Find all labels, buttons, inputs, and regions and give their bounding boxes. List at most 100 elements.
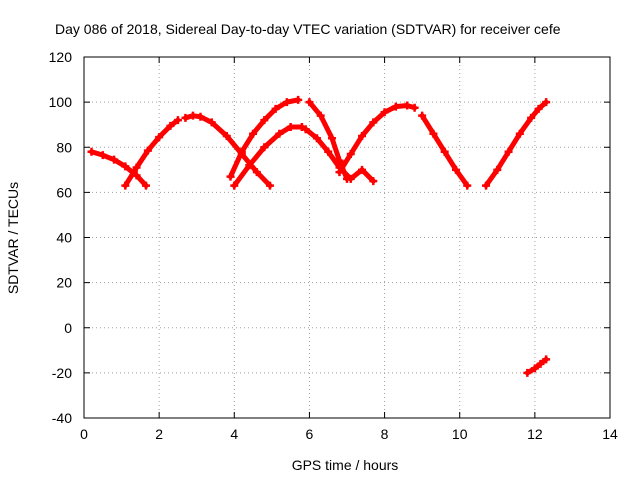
chart-title: Day 086 of 2018, Sidereal Day-to-day VTE… <box>55 21 561 37</box>
data-point <box>542 98 551 107</box>
data-point <box>282 98 291 107</box>
y-tick-label: -40 <box>52 410 72 426</box>
data-point <box>403 101 412 110</box>
data-point <box>132 163 141 172</box>
data-point <box>312 134 321 143</box>
series-line <box>483 99 549 189</box>
data-point <box>530 364 539 373</box>
data-point <box>493 165 502 174</box>
data-point <box>173 116 182 125</box>
data-point <box>98 151 107 160</box>
data-point <box>346 150 355 159</box>
data-point <box>316 111 325 120</box>
data-point <box>222 131 231 140</box>
data-point <box>523 368 532 377</box>
x-tick-label: 6 <box>306 426 314 442</box>
data-point <box>440 147 449 156</box>
series-track-10 <box>482 98 551 190</box>
y-tick-label: 80 <box>56 139 72 155</box>
series-track-5 <box>230 122 306 190</box>
y-axis-label: SDTVAR / TECUs <box>5 182 21 294</box>
y-tick-label: 60 <box>56 184 72 200</box>
data-point <box>260 116 269 125</box>
x-tick-label: 8 <box>381 426 389 442</box>
x-tick-label: 10 <box>452 426 468 442</box>
data-point <box>335 156 344 165</box>
data-point <box>230 181 239 190</box>
data-point <box>155 133 164 142</box>
y-tick-label: 120 <box>49 49 73 65</box>
data-point <box>482 181 491 190</box>
data-point <box>181 113 190 122</box>
x-tick-label: 14 <box>602 426 618 442</box>
data-point <box>196 112 205 121</box>
x-tick-label: 0 <box>80 426 88 442</box>
x-axis-label: GPS time / hours <box>292 457 399 473</box>
data-point <box>358 131 367 140</box>
data-point <box>286 122 295 131</box>
x-tick-label: 4 <box>230 426 238 442</box>
y-tick-label: 100 <box>49 94 73 110</box>
y-tick-label: 0 <box>64 320 72 336</box>
data-point <box>271 104 280 113</box>
series-track-1 <box>87 147 150 190</box>
data-point <box>245 161 254 170</box>
data-point <box>429 129 438 138</box>
data-point <box>207 118 216 127</box>
series-line <box>524 356 549 376</box>
series-track-7 <box>305 98 351 183</box>
series-line <box>336 103 418 175</box>
data-point <box>451 165 460 174</box>
y-tick-label: -20 <box>52 365 72 381</box>
series-track-9 <box>418 111 472 190</box>
data-point <box>237 147 246 156</box>
plot-frame <box>83 56 611 419</box>
x-tick-label: 12 <box>527 426 543 442</box>
data-point <box>121 181 130 190</box>
data-point <box>275 129 284 138</box>
series-track-3 <box>181 111 274 190</box>
data-point <box>418 111 427 120</box>
data-point <box>87 147 96 156</box>
data-point <box>358 165 367 174</box>
series-line <box>228 97 301 180</box>
data-point <box>265 181 274 190</box>
data-point <box>166 121 175 130</box>
data-point <box>410 103 419 112</box>
series-track-4 <box>226 95 303 181</box>
data-point <box>380 108 389 117</box>
data-point <box>121 162 130 171</box>
series-track-11 <box>523 355 551 377</box>
data-point <box>504 147 513 156</box>
data-point <box>143 146 152 155</box>
data-point <box>534 104 543 113</box>
data-point <box>536 359 545 368</box>
x-tick-label: 2 <box>155 426 163 442</box>
data-point <box>343 174 351 183</box>
data-point <box>369 118 378 127</box>
data-point <box>515 129 524 138</box>
data-point <box>249 129 258 138</box>
data-point <box>294 95 303 104</box>
data-point <box>542 355 551 364</box>
grid <box>84 57 610 418</box>
axis-ticks: 0 2 4 6 8 10 12 14 -40 -20 0 20 40 60 80 100 120 <box>49 49 618 442</box>
data-point <box>324 147 333 156</box>
data-point <box>226 172 235 181</box>
data-point <box>301 125 310 134</box>
data-point <box>391 102 400 111</box>
series-track-8 <box>335 101 419 177</box>
data-point <box>369 177 378 186</box>
data-point <box>463 181 472 190</box>
data-point <box>327 134 336 143</box>
y-tick-label: 20 <box>56 275 72 291</box>
data-point <box>305 98 314 107</box>
data-point <box>141 181 150 190</box>
data-point <box>260 143 269 152</box>
data-point <box>110 155 119 164</box>
data-point <box>252 168 261 177</box>
data-point <box>188 111 197 120</box>
series-track-2 <box>121 116 182 190</box>
data-point <box>527 113 536 122</box>
